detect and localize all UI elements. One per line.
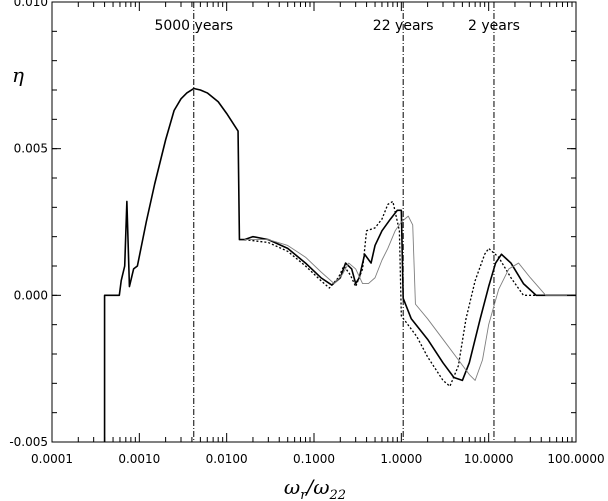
x-axis-ticks: 0.0001 0.0010 0.0100 0.1000 1.0000 10.0000 100… [31,2,605,466]
y-axis-ticks: -0.005 0.000 0.005 0.010 [9,0,576,449]
x-tick-label: 100.0000 [547,452,604,466]
y-tick-label: -0.005 [9,435,48,449]
y-tick-label: 0.005 [14,142,48,156]
series-line-solid-thin [244,215,576,381]
x-tick-label: 1.0000 [380,452,422,466]
plot-frame [51,1,577,443]
reference-line-label: 2 years [468,18,520,34]
y-tick-label: 0.010 [14,0,48,9]
plot-border [51,1,577,443]
x-axis-label: ωr/ω22 [284,475,346,501]
x-tick-label: 0.0010 [118,452,160,466]
x-tick-label: 0.0100 [206,452,248,466]
reference-line-label: 22 years [373,18,434,34]
x-tick-label: 10.0000 [464,452,514,466]
reference-lines: 5000 years 22 years 2 years [154,2,520,442]
x-tick-label: 0.1000 [293,452,335,466]
y-axis-label: η [12,63,24,87]
series-line-solid-thick [103,87,576,442]
series-line-dotted [244,200,576,387]
reference-line-label: 5000 years [154,18,233,34]
y-tick-label: 0.000 [14,288,48,302]
series-layer [103,87,576,442]
x-tick-label: 0.0001 [31,452,73,466]
